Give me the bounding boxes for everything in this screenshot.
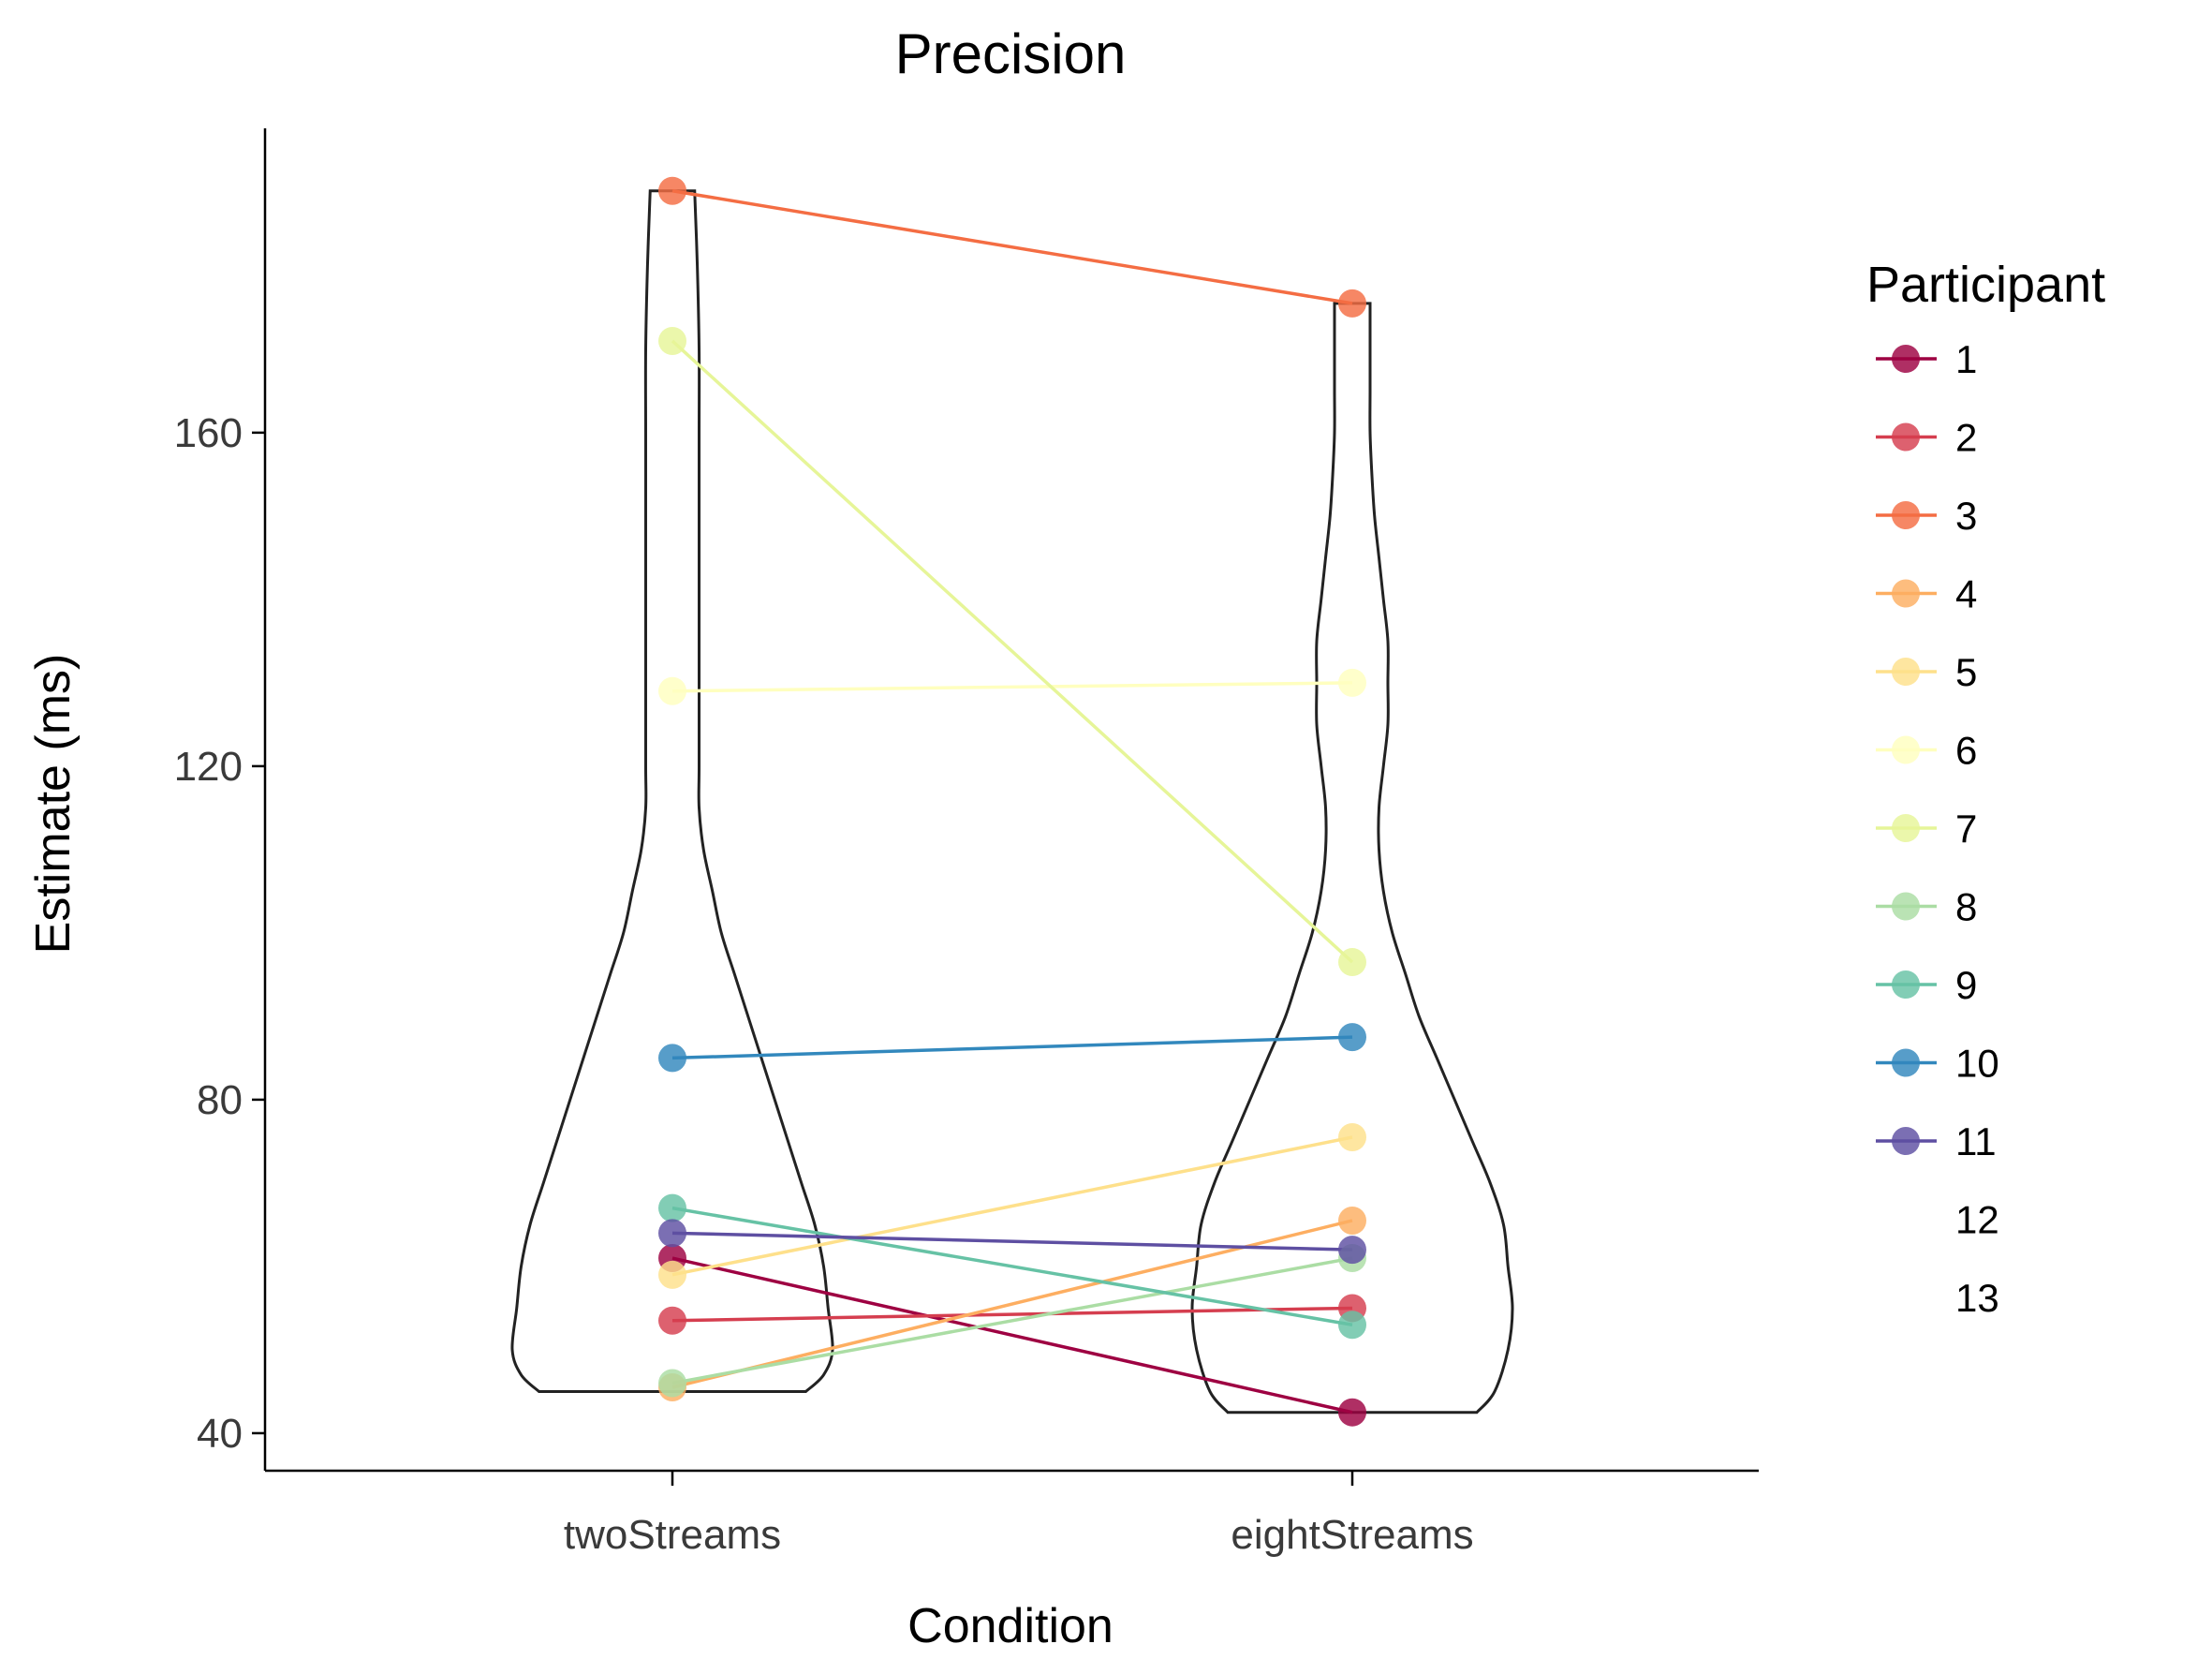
point-participant-7-eightStreams	[1338, 948, 1366, 977]
legend-item-8: 8	[1876, 885, 1977, 929]
x-tick-label-twoStreams: twoStreams	[564, 1512, 781, 1558]
point-participant-8-twoStreams	[658, 1369, 686, 1398]
line-participant-6	[671, 681, 1353, 693]
y-tick-label-80: 80	[197, 1077, 243, 1123]
violin-layer	[510, 189, 1514, 1415]
point-participant-9-eightStreams	[1338, 1311, 1366, 1340]
legend-item-1: 1	[1876, 337, 1977, 381]
point-participant-10-twoStreams	[658, 1044, 686, 1073]
point-participant-2-twoStreams	[658, 1306, 686, 1335]
x-axis-ticks: twoStreams eightStreams	[564, 1471, 1474, 1558]
line-participant-4	[671, 1219, 1353, 1389]
legend-item-2: 2	[1876, 416, 1977, 460]
point-participant-7-twoStreams	[658, 326, 686, 355]
legend-label-12: 12	[1955, 1198, 1999, 1242]
legend-marker-13	[1892, 1283, 1920, 1311]
line-participant-3	[671, 189, 1353, 305]
participant-lines	[671, 189, 1354, 1415]
participant-points	[658, 176, 1366, 1427]
point-participant-6-eightStreams	[1338, 668, 1366, 697]
point-participant-5-eightStreams	[1338, 1122, 1366, 1151]
point-participant-6-twoStreams	[658, 676, 686, 705]
legend-label-11: 11	[1955, 1119, 1997, 1163]
legend-marker-7	[1892, 814, 1920, 842]
legend-label-9: 9	[1955, 963, 1977, 1007]
line-participant-9	[671, 1206, 1353, 1326]
line-participant-7	[671, 339, 1354, 964]
violin-eightStreams	[1190, 302, 1514, 1415]
legend-marker-12	[1892, 1205, 1920, 1234]
legend-marker-10	[1892, 1048, 1920, 1077]
legend-item-6: 6	[1876, 729, 1977, 773]
legend-marker-2	[1892, 422, 1920, 452]
legend-item-5: 5	[1876, 650, 1977, 694]
line-participant-11	[671, 1231, 1353, 1252]
violin-twoStreams	[510, 189, 834, 1393]
legend-marker-6	[1892, 735, 1920, 764]
line-participant-10	[671, 1035, 1353, 1060]
point-participant-1-eightStreams	[1338, 1398, 1366, 1427]
point-participant-9-twoStreams	[658, 1193, 686, 1222]
y-tick-label-40: 40	[197, 1411, 243, 1457]
legend-marker-9	[1892, 970, 1920, 999]
legend-title: Participant	[1866, 257, 2105, 313]
y-axis-title: Estimate (ms)	[26, 654, 81, 955]
legend-item-12: 12	[1876, 1198, 1999, 1242]
legend-label-2: 2	[1955, 416, 1977, 460]
legend-label-13: 13	[1955, 1276, 1999, 1320]
legend-item-13: 13	[1876, 1276, 1999, 1320]
x-axis-title: Condition	[907, 1599, 1113, 1653]
line-participant-1	[671, 1256, 1353, 1415]
chart-title: Precision	[895, 22, 1127, 85]
legend-item-11: 11	[1876, 1119, 1997, 1163]
point-participant-4-eightStreams	[1338, 1206, 1366, 1235]
legend-item-4: 4	[1876, 572, 1977, 616]
line-participant-2	[671, 1306, 1353, 1323]
y-tick-label-120: 120	[174, 744, 243, 790]
legend-label-8: 8	[1955, 885, 1977, 929]
line-participant-5	[671, 1135, 1353, 1277]
point-participant-11-eightStreams	[1338, 1236, 1366, 1265]
point-participant-3-eightStreams	[1338, 289, 1366, 318]
legend-item-9: 9	[1876, 963, 1977, 1007]
x-tick-label-eightStreams: eightStreams	[1231, 1512, 1473, 1558]
y-tick-label-160: 160	[174, 410, 243, 456]
line-participant-8	[671, 1256, 1353, 1385]
legend-marker-5	[1892, 658, 1920, 686]
legend-marker-11	[1892, 1127, 1920, 1155]
point-participant-11-twoStreams	[658, 1219, 686, 1248]
legend-label-7: 7	[1955, 807, 1977, 851]
legend-item-3: 3	[1876, 494, 1977, 538]
point-participant-3-twoStreams	[658, 176, 686, 205]
legend-label-10: 10	[1955, 1042, 1999, 1086]
legend-item-7: 7	[1876, 807, 1977, 851]
legend-label-4: 4	[1955, 572, 1977, 616]
legend-item-10: 10	[1876, 1042, 1999, 1086]
legend-label-3: 3	[1955, 494, 1977, 538]
legend-marker-1	[1892, 345, 1920, 373]
legend-label-5: 5	[1955, 650, 1977, 694]
point-participant-5-twoStreams	[658, 1260, 686, 1289]
legend-marker-8	[1892, 892, 1920, 921]
legend-marker-4	[1892, 579, 1920, 608]
y-axis-ticks: 40 80 120 160	[174, 410, 265, 1457]
point-participant-10-eightStreams	[1338, 1023, 1366, 1052]
legend-marker-3	[1892, 501, 1920, 529]
legend-label-6: 6	[1955, 729, 1977, 773]
legend-label-1: 1	[1955, 337, 1977, 381]
